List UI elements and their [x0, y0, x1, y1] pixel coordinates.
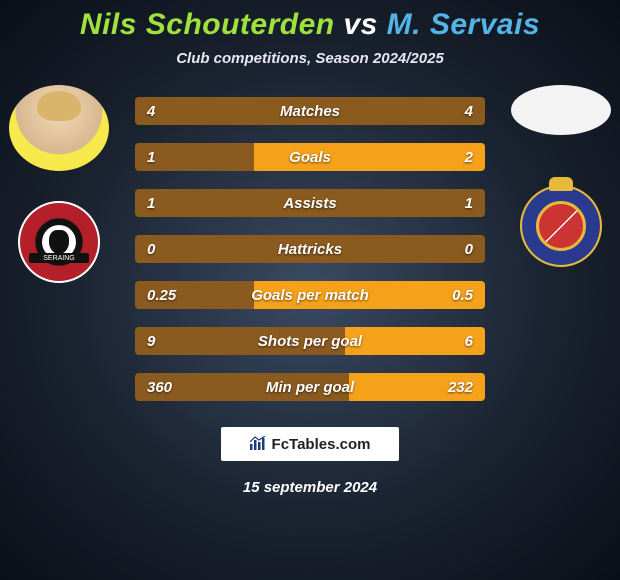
title-right: M. Servais: [387, 8, 540, 41]
stat-value-right: 0: [429, 241, 473, 258]
stat-value-right: 232: [429, 379, 473, 396]
footer-logo: FcTables.com: [221, 427, 399, 461]
content: SERAING 4Matches4 1Goals2 1Assists1 0Hattri…: [0, 85, 620, 401]
stat-value-right: 2: [429, 149, 473, 166]
stat-value-right: 6: [429, 333, 473, 350]
stat-value-right: 1: [429, 195, 473, 212]
title-left: Nils Schouterden: [80, 8, 335, 41]
stat-row: 360Min per goal232: [135, 373, 485, 401]
right-player-column: [506, 85, 616, 267]
footer-logo-text: FcTables.com: [272, 436, 371, 453]
stat-row: 0Hattricks0: [135, 235, 485, 263]
footer-date: 15 september 2024: [0, 479, 620, 496]
chart-icon: [250, 436, 266, 453]
stat-rows: 4Matches4 1Goals2 1Assists1 0Hattricks0 0.25…: [135, 85, 485, 401]
comparison-card: Nils Schouterden vs M. Servais Club comp…: [0, 0, 620, 580]
right-player-avatar: [511, 85, 611, 135]
stat-value-right: 0.5: [429, 287, 473, 304]
stat-row: 1Goals2: [135, 143, 485, 171]
page-title: Nils Schouterden vs M. Servais: [0, 0, 620, 42]
left-player-avatar: [9, 85, 109, 171]
stat-row: 4Matches4: [135, 97, 485, 125]
stat-row: 1Assists1: [135, 189, 485, 217]
stat-row: 0.25Goals per match0.5: [135, 281, 485, 309]
subtitle: Club competitions, Season 2024/2025: [0, 50, 620, 67]
stat-value-right: 4: [429, 103, 473, 120]
right-club-crest: [520, 185, 602, 267]
stat-row: 9Shots per goal6: [135, 327, 485, 355]
left-club-crest-label: SERAING: [29, 253, 89, 263]
left-player-column: SERAING: [4, 85, 114, 283]
left-club-crest: SERAING: [18, 201, 100, 283]
title-sep: vs: [335, 8, 387, 41]
